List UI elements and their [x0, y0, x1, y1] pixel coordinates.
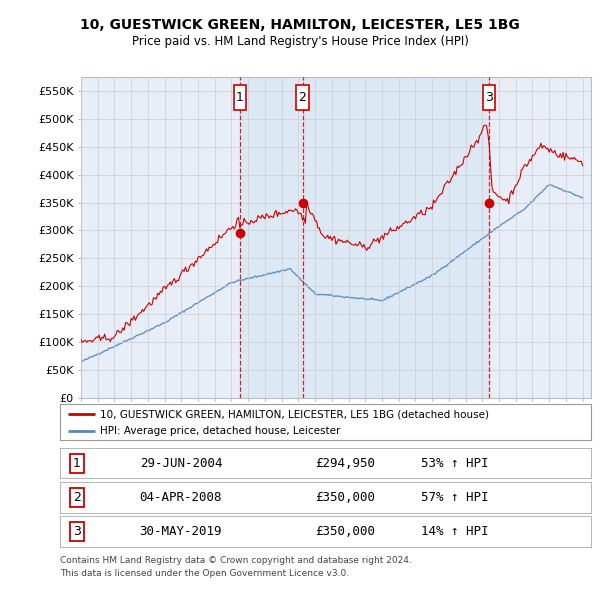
FancyBboxPatch shape — [233, 86, 246, 110]
Text: Contains HM Land Registry data © Crown copyright and database right 2024.: Contains HM Land Registry data © Crown c… — [60, 556, 412, 565]
Text: 14% ↑ HPI: 14% ↑ HPI — [421, 525, 488, 538]
Text: £350,000: £350,000 — [315, 525, 375, 538]
Text: 04-APR-2008: 04-APR-2008 — [140, 491, 222, 504]
Text: 1: 1 — [73, 457, 81, 470]
Text: 3: 3 — [485, 91, 493, 104]
Text: 30-MAY-2019: 30-MAY-2019 — [140, 525, 222, 538]
Text: 10, GUESTWICK GREEN, HAMILTON, LEICESTER, LE5 1BG: 10, GUESTWICK GREEN, HAMILTON, LEICESTER… — [80, 18, 520, 32]
FancyBboxPatch shape — [296, 86, 308, 110]
Text: 29-JUN-2004: 29-JUN-2004 — [140, 457, 222, 470]
Text: 57% ↑ HPI: 57% ↑ HPI — [421, 491, 488, 504]
Text: £294,950: £294,950 — [315, 457, 375, 470]
Text: 53% ↑ HPI: 53% ↑ HPI — [421, 457, 488, 470]
Text: 3: 3 — [73, 525, 81, 538]
Text: 2: 2 — [299, 91, 307, 104]
FancyBboxPatch shape — [483, 86, 495, 110]
Text: HPI: Average price, detached house, Leicester: HPI: Average price, detached house, Leic… — [100, 426, 340, 435]
Text: This data is licensed under the Open Government Licence v3.0.: This data is licensed under the Open Gov… — [60, 569, 349, 578]
Text: 2: 2 — [73, 491, 81, 504]
Text: 10, GUESTWICK GREEN, HAMILTON, LEICESTER, LE5 1BG (detached house): 10, GUESTWICK GREEN, HAMILTON, LEICESTER… — [100, 409, 489, 419]
Text: 1: 1 — [236, 91, 244, 104]
Text: £350,000: £350,000 — [315, 491, 375, 504]
Bar — [239, 77, 302, 398]
Bar — [302, 77, 489, 398]
Text: Price paid vs. HM Land Registry's House Price Index (HPI): Price paid vs. HM Land Registry's House … — [131, 35, 469, 48]
